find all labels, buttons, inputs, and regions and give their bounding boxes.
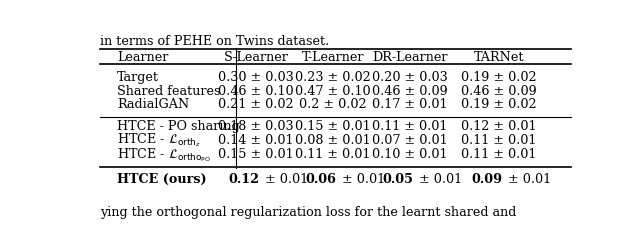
Text: 0.23 ± 0.02: 0.23 ± 0.02 xyxy=(295,71,371,84)
Text: S-Learner: S-Learner xyxy=(223,50,289,64)
Text: 0.11 ± 0.01: 0.11 ± 0.01 xyxy=(372,120,447,133)
Text: ying the orthogonal regularization loss for the learnt shared and: ying the orthogonal regularization loss … xyxy=(100,205,516,218)
Text: 0.17 ± 0.01: 0.17 ± 0.01 xyxy=(372,98,447,110)
Text: 0.2 ± 0.02: 0.2 ± 0.02 xyxy=(299,98,367,110)
Text: 0.46 ± 0.10: 0.46 ± 0.10 xyxy=(218,84,294,97)
Text: 0.08 ± 0.01: 0.08 ± 0.01 xyxy=(295,133,371,146)
Text: HTCE (ours): HTCE (ours) xyxy=(117,173,207,186)
Text: Target: Target xyxy=(117,71,159,84)
Text: HTCE - $\mathcal{L}_{\mathrm{orth}_z}$: HTCE - $\mathcal{L}_{\mathrm{orth}_z}$ xyxy=(117,131,201,148)
Text: 0.18 ± 0.03: 0.18 ± 0.03 xyxy=(218,120,294,133)
Text: Learner: Learner xyxy=(117,50,168,64)
Text: TARNet: TARNet xyxy=(474,50,524,64)
Text: 0.20 ± 0.03: 0.20 ± 0.03 xyxy=(372,71,448,84)
Text: 0.05: 0.05 xyxy=(382,173,413,186)
Text: ± 0.01: ± 0.01 xyxy=(419,173,462,186)
Text: 0.07 ± 0.01: 0.07 ± 0.01 xyxy=(372,133,447,146)
Text: 0.11 ± 0.01: 0.11 ± 0.01 xyxy=(461,133,537,146)
Text: ± 0.01: ± 0.01 xyxy=(265,173,308,186)
Text: 0.47 ± 0.10: 0.47 ± 0.10 xyxy=(295,84,371,97)
Text: HTCE - $\mathcal{L}_{\mathrm{ortho}_{\mathrm{PO}}}$: HTCE - $\mathcal{L}_{\mathrm{ortho}_{\ma… xyxy=(117,146,211,163)
Text: RadialGAN: RadialGAN xyxy=(117,98,189,110)
Text: 0.12: 0.12 xyxy=(228,173,259,186)
Text: 0.46 ± 0.09: 0.46 ± 0.09 xyxy=(372,84,448,97)
Text: Shared features: Shared features xyxy=(117,84,221,97)
Text: 0.46 ± 0.09: 0.46 ± 0.09 xyxy=(461,84,537,97)
Text: HTCE - PO sharing: HTCE - PO sharing xyxy=(117,120,240,133)
Text: 0.30 ± 0.03: 0.30 ± 0.03 xyxy=(218,71,294,84)
Text: ± 0.01: ± 0.01 xyxy=(342,173,385,186)
Text: 0.21 ± 0.02: 0.21 ± 0.02 xyxy=(218,98,294,110)
Text: ± 0.01: ± 0.01 xyxy=(508,173,551,186)
Text: in terms of PEHE on Twins dataset.: in terms of PEHE on Twins dataset. xyxy=(100,35,329,48)
Text: 0.14 ± 0.01: 0.14 ± 0.01 xyxy=(218,133,294,146)
Text: 0.10 ± 0.01: 0.10 ± 0.01 xyxy=(372,148,447,161)
Text: 0.19 ± 0.02: 0.19 ± 0.02 xyxy=(461,71,537,84)
Text: 0.09: 0.09 xyxy=(471,173,502,186)
Text: 0.11 ± 0.01: 0.11 ± 0.01 xyxy=(461,148,537,161)
Text: 0.19 ± 0.02: 0.19 ± 0.02 xyxy=(461,98,537,110)
Text: 0.06: 0.06 xyxy=(305,173,336,186)
Text: 0.15 ± 0.01: 0.15 ± 0.01 xyxy=(295,120,371,133)
Text: 0.12 ± 0.01: 0.12 ± 0.01 xyxy=(461,120,537,133)
Text: 0.15 ± 0.01: 0.15 ± 0.01 xyxy=(218,148,294,161)
Text: 0.11 ± 0.01: 0.11 ± 0.01 xyxy=(295,148,371,161)
Text: T-Learner: T-Learner xyxy=(301,50,364,64)
Text: DR-Learner: DR-Learner xyxy=(372,50,447,64)
